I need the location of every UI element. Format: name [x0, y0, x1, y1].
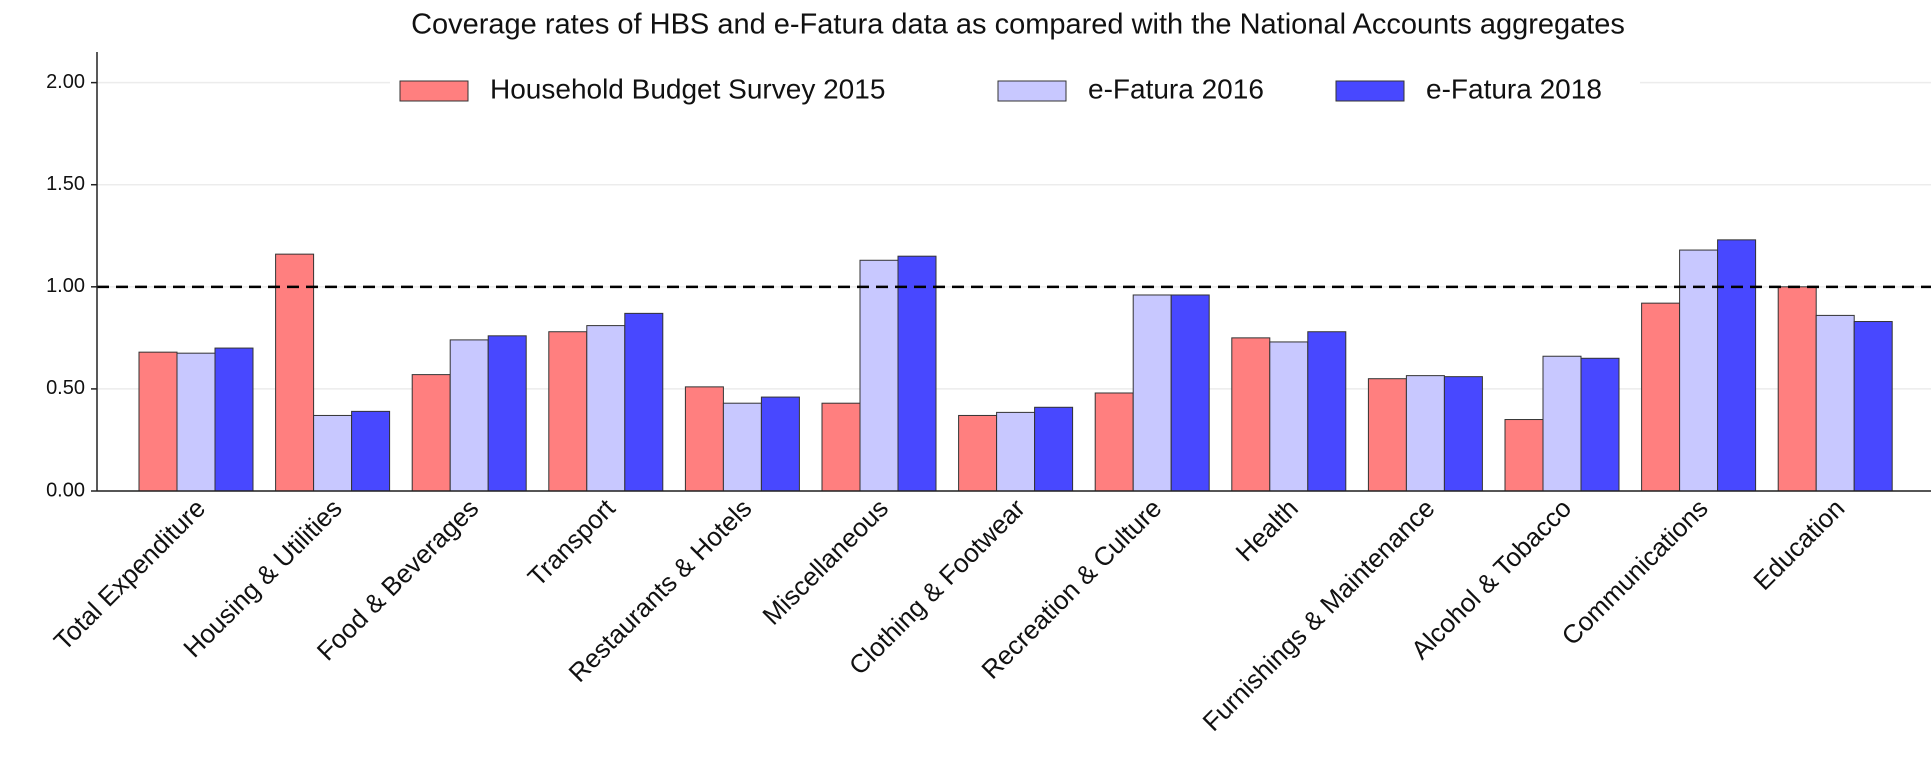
- bar: [1504, 419, 1544, 492]
- bar: [1367, 378, 1407, 492]
- bar: [1443, 376, 1483, 492]
- bar: [1307, 331, 1347, 492]
- bar: [859, 259, 899, 492]
- bar: [1405, 375, 1445, 492]
- bar: [1034, 406, 1074, 492]
- bar: [958, 414, 998, 492]
- bar: [1094, 392, 1134, 492]
- bar: [138, 351, 178, 492]
- bar: [1641, 302, 1681, 492]
- bar: [760, 396, 800, 492]
- bar: [176, 352, 216, 492]
- y-tick-label: 1.50: [46, 173, 85, 195]
- bar: [1132, 294, 1172, 492]
- bar: [1269, 341, 1309, 492]
- bar: [1580, 357, 1620, 492]
- bar: [411, 374, 451, 492]
- legend: Household Budget Survey 2015 e-Fatura 201…: [390, 67, 1640, 115]
- legend-label: e-Fatura 2016: [1088, 73, 1264, 104]
- y-tick-label: 0.00: [46, 479, 85, 501]
- bar: [449, 339, 489, 492]
- bar: [1231, 337, 1271, 492]
- legend-swatch: [1335, 80, 1405, 102]
- bar: [214, 347, 254, 492]
- bar: [351, 410, 391, 492]
- x-tick-label: Transport: [522, 492, 622, 592]
- bar: [1542, 355, 1582, 492]
- bar: [1815, 314, 1855, 492]
- bar: [275, 253, 315, 492]
- legend-label: e-Fatura 2018: [1426, 73, 1602, 104]
- legend-label: Household Budget Survey 2015: [490, 73, 885, 104]
- bar: [1679, 249, 1719, 492]
- bar: [313, 414, 353, 492]
- x-tick-label: Miscellaneous: [756, 493, 894, 631]
- x-tick-label: Furnishings & Maintenance: [1197, 493, 1441, 737]
- bar: [1170, 294, 1210, 492]
- bar: [821, 402, 861, 492]
- bar: [487, 335, 527, 492]
- bar: [1717, 239, 1757, 492]
- bar: [996, 411, 1036, 492]
- x-tick-label: Education: [1747, 493, 1850, 596]
- chart-title: Coverage rates of HBS and e-Fatura data …: [411, 9, 1625, 41]
- x-tick-label: Health: [1230, 493, 1304, 567]
- y-tick-label: 2.00: [46, 71, 85, 93]
- bar: [548, 331, 588, 492]
- bar: [897, 255, 937, 492]
- bar: [624, 312, 664, 492]
- bar: [1777, 286, 1817, 492]
- bar: [684, 386, 724, 492]
- legend-swatch: [997, 80, 1067, 102]
- x-tick-label: Communications: [1556, 493, 1714, 651]
- bar: [1853, 321, 1893, 492]
- bar: [586, 325, 626, 492]
- legend-swatch: [399, 80, 469, 102]
- y-tick-label: 1.00: [46, 275, 85, 297]
- bar: [722, 402, 762, 492]
- y-tick-label: 0.50: [46, 377, 85, 399]
